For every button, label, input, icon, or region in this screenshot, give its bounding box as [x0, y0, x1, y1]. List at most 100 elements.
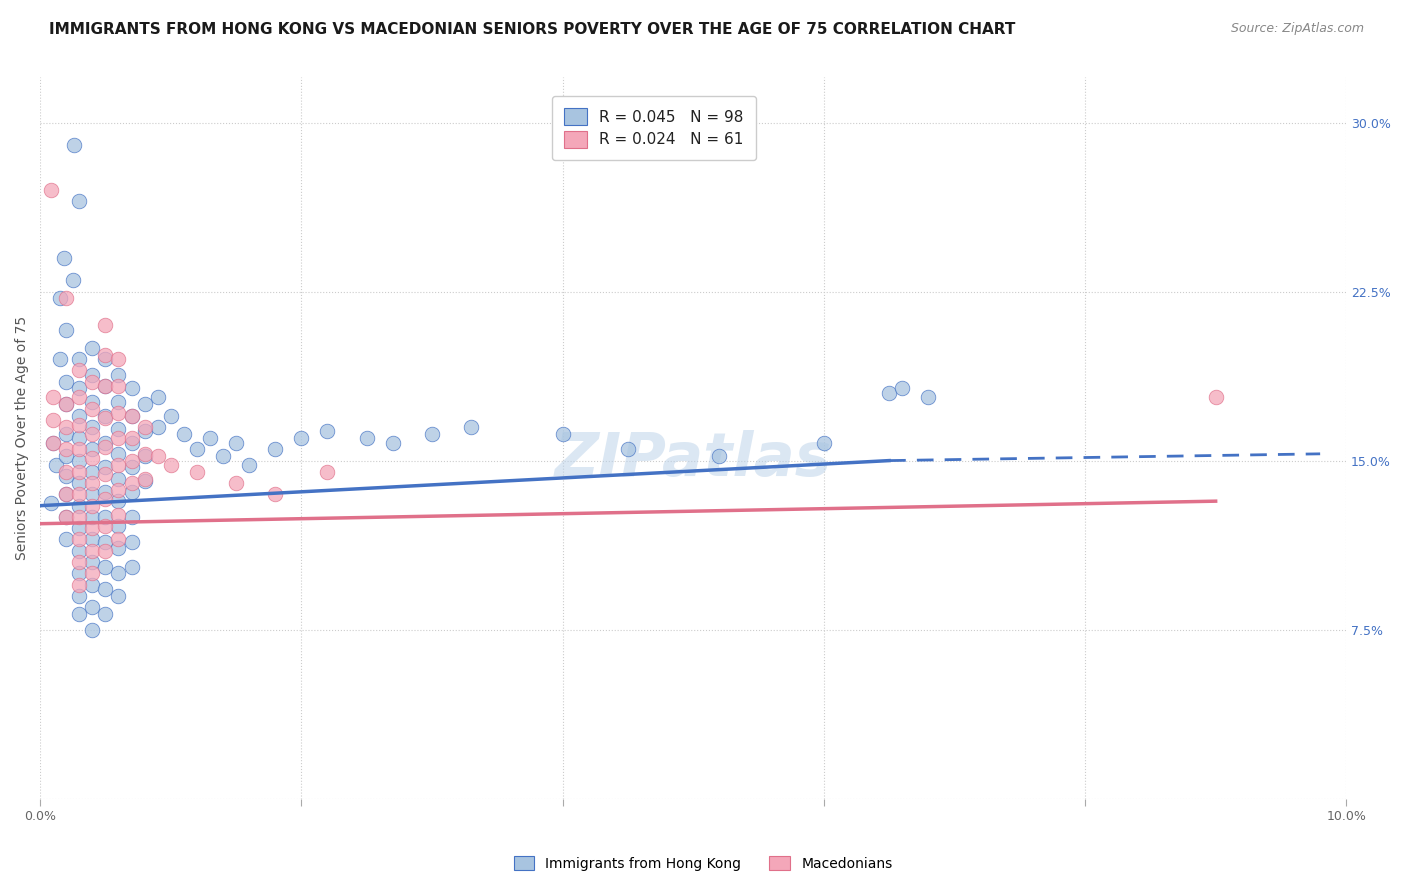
Point: [107, 422, 129, 436]
Point: [94, 318, 117, 333]
Point: [107, 379, 129, 393]
Point: [212, 449, 235, 463]
Point: [82, 465, 104, 479]
Point: [67, 487, 90, 501]
Point: [134, 419, 156, 434]
Point: [55, 426, 77, 441]
Point: [107, 447, 129, 461]
Point: [55, 449, 77, 463]
Point: [264, 442, 287, 457]
Point: [82, 476, 104, 491]
Point: [67, 499, 90, 513]
Point: [67, 363, 90, 377]
Point: [42, 413, 65, 427]
Point: [48, 352, 70, 367]
Point: [55, 375, 77, 389]
Point: [877, 386, 900, 401]
Point: [107, 541, 129, 556]
Point: [67, 566, 90, 581]
Point: [134, 474, 156, 488]
Point: [48, 291, 70, 305]
Point: [134, 425, 156, 439]
Point: [94, 379, 117, 393]
Point: [551, 426, 574, 441]
Point: [146, 419, 169, 434]
Point: [67, 521, 90, 535]
Point: [121, 460, 143, 475]
Point: [67, 555, 90, 569]
Point: [420, 426, 443, 441]
Point: [67, 352, 90, 367]
Point: [67, 476, 90, 491]
Point: [94, 348, 117, 362]
Point: [67, 533, 90, 547]
Point: [67, 577, 90, 591]
Point: [55, 510, 77, 524]
Point: [460, 419, 482, 434]
Point: [94, 543, 117, 558]
Point: [42, 435, 65, 450]
Point: [264, 487, 287, 501]
Point: [82, 487, 104, 501]
Point: [186, 442, 208, 457]
Point: [82, 543, 104, 558]
Point: [67, 465, 90, 479]
Point: [94, 409, 117, 423]
Point: [55, 419, 77, 434]
Point: [146, 449, 169, 463]
Point: [94, 485, 117, 500]
Point: [82, 600, 104, 615]
Point: [917, 391, 939, 405]
Point: [82, 623, 104, 637]
Point: [67, 417, 90, 432]
Point: [67, 510, 90, 524]
Point: [67, 382, 90, 396]
Point: [316, 465, 339, 479]
Point: [107, 494, 129, 508]
Point: [55, 510, 77, 524]
Point: [55, 533, 77, 547]
Point: [39, 183, 62, 197]
Point: [121, 409, 143, 423]
Point: [82, 577, 104, 591]
Point: [121, 534, 143, 549]
Point: [55, 397, 77, 411]
Point: [39, 496, 62, 510]
Point: [42, 391, 65, 405]
Point: [67, 589, 90, 603]
Point: [94, 510, 117, 524]
Point: [62, 273, 84, 287]
Point: [173, 426, 195, 441]
Point: [82, 510, 104, 524]
Point: [94, 379, 117, 393]
Point: [121, 409, 143, 423]
Point: [82, 451, 104, 466]
Point: [82, 555, 104, 569]
Point: [55, 465, 77, 479]
Point: [63, 138, 86, 153]
Point: [134, 397, 156, 411]
Point: [107, 566, 129, 581]
Point: [67, 194, 90, 209]
Point: [82, 401, 104, 416]
Point: [107, 368, 129, 382]
Point: [107, 406, 129, 420]
Point: [709, 449, 731, 463]
Point: [94, 467, 117, 482]
Point: [67, 607, 90, 621]
Point: [1205, 391, 1227, 405]
Point: [238, 458, 260, 472]
Point: [107, 395, 129, 409]
Point: [225, 476, 247, 491]
Point: [107, 431, 129, 445]
Point: [813, 435, 835, 450]
Point: [134, 472, 156, 486]
Point: [94, 410, 117, 425]
Point: [67, 431, 90, 445]
Point: [82, 426, 104, 441]
Text: IMMIGRANTS FROM HONG KONG VS MACEDONIAN SENIORS POVERTY OVER THE AGE OF 75 CORRE: IMMIGRANTS FROM HONG KONG VS MACEDONIAN …: [49, 22, 1015, 37]
Point: [198, 431, 221, 445]
Point: [290, 431, 312, 445]
Point: [121, 453, 143, 467]
Point: [94, 559, 117, 574]
